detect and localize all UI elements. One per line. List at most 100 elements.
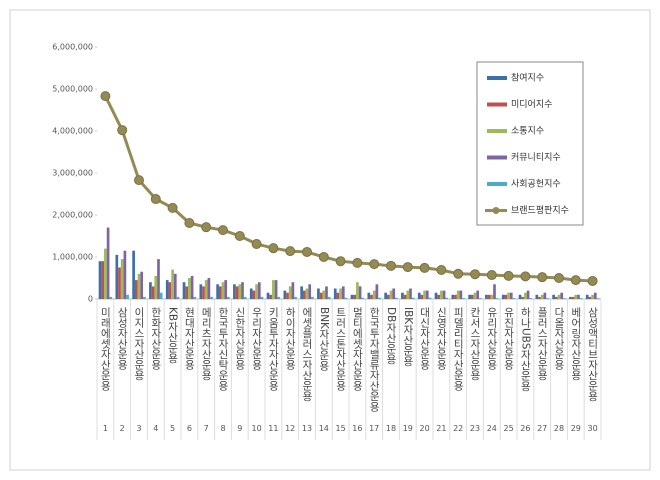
rank-label: 3 bbox=[136, 424, 142, 433]
bar bbox=[190, 275, 194, 299]
bar bbox=[529, 298, 533, 299]
rank-label: 16 bbox=[352, 424, 363, 433]
bar bbox=[216, 284, 219, 299]
x-tick-label: 현대자산운용 bbox=[183, 307, 196, 370]
bar bbox=[300, 286, 303, 299]
y-tick-label: 5,000,000 bbox=[52, 85, 93, 94]
line-marker bbox=[150, 194, 161, 205]
bar bbox=[420, 294, 424, 299]
legend-swatch bbox=[487, 102, 507, 107]
rank-label: 29 bbox=[570, 424, 581, 433]
legend-label: 미디어지수 bbox=[511, 99, 552, 110]
line-marker bbox=[218, 225, 228, 236]
bar bbox=[126, 294, 129, 299]
line-marker bbox=[302, 246, 312, 257]
bar bbox=[123, 250, 127, 299]
rank-label: 20 bbox=[419, 424, 430, 433]
bar bbox=[560, 292, 564, 299]
bar bbox=[384, 292, 387, 299]
legend-label: 참여지수 bbox=[511, 72, 544, 84]
line-marker bbox=[117, 125, 128, 136]
rank-label: 2 bbox=[119, 424, 125, 433]
bar bbox=[473, 292, 477, 299]
line-marker bbox=[285, 246, 296, 257]
bar bbox=[319, 292, 323, 299]
bar bbox=[437, 294, 441, 299]
bar bbox=[188, 278, 191, 299]
bar bbox=[423, 290, 426, 299]
rank-label: 8 bbox=[220, 424, 226, 433]
bar bbox=[409, 288, 412, 299]
legend-swatch bbox=[487, 155, 507, 160]
rank-label: 22 bbox=[453, 424, 464, 433]
bar bbox=[235, 286, 239, 299]
bar bbox=[479, 298, 482, 299]
bar bbox=[149, 282, 152, 299]
bar bbox=[199, 284, 203, 299]
rank-label: 23 bbox=[469, 424, 481, 433]
bar bbox=[588, 296, 592, 299]
bar bbox=[596, 298, 600, 299]
bar bbox=[518, 294, 522, 299]
bar bbox=[305, 288, 309, 299]
bar bbox=[434, 292, 438, 299]
bar bbox=[487, 294, 491, 299]
bar bbox=[249, 288, 253, 299]
x-tick-label: 하나UBS자산운용 bbox=[519, 307, 532, 392]
rank-label: 12 bbox=[285, 424, 296, 433]
bar bbox=[333, 288, 337, 299]
line-marker bbox=[503, 270, 514, 281]
x-tick-label: 키움투자자산운용 bbox=[267, 307, 280, 391]
bar bbox=[546, 298, 549, 299]
x-tick-label: 베어링자산운용 bbox=[569, 307, 582, 381]
bar bbox=[451, 294, 455, 299]
bar bbox=[109, 296, 113, 299]
bar bbox=[389, 290, 393, 299]
bar bbox=[507, 292, 510, 299]
bar bbox=[353, 294, 357, 299]
rank-label: 15 bbox=[335, 424, 346, 433]
line-marker bbox=[486, 270, 497, 281]
bar bbox=[579, 298, 583, 299]
bar bbox=[593, 292, 597, 299]
bar bbox=[182, 282, 186, 299]
bar bbox=[132, 250, 135, 299]
bar bbox=[336, 292, 340, 299]
bar bbox=[238, 284, 242, 299]
x-tick-label: 미래에셋자산운용 bbox=[99, 307, 112, 391]
bar bbox=[165, 280, 169, 299]
bar bbox=[151, 286, 155, 299]
y-tick-label: 1,000,000 bbox=[52, 253, 93, 262]
bar bbox=[311, 296, 314, 299]
bar bbox=[456, 290, 460, 299]
bar bbox=[288, 286, 292, 299]
x-tick-label: 트러스톤자산운용 bbox=[334, 307, 347, 391]
rank-label: 18 bbox=[385, 424, 397, 433]
bar bbox=[283, 290, 287, 299]
rank-label: 21 bbox=[436, 424, 447, 433]
bar bbox=[260, 296, 264, 299]
x-tick-label: DB자산운용 bbox=[385, 307, 397, 365]
bar bbox=[358, 286, 362, 299]
line-marker bbox=[268, 243, 279, 254]
line-marker bbox=[436, 265, 447, 276]
bar bbox=[440, 290, 443, 299]
rank-label: 13 bbox=[301, 424, 313, 433]
x-tick-label: BNK자산운용 bbox=[317, 307, 330, 371]
y-tick-label: 0 bbox=[88, 295, 93, 304]
y-tick-label: 4,000,000 bbox=[52, 127, 93, 136]
bar bbox=[495, 298, 499, 299]
x-tick-label: 한화자산운용 bbox=[149, 307, 162, 370]
x-tick-label: IBK자산운용 bbox=[401, 307, 414, 367]
line-marker bbox=[402, 262, 413, 273]
legend-label: 브랜드평판지수 bbox=[511, 205, 569, 216]
legend-swatch-marker bbox=[492, 207, 500, 214]
bar bbox=[454, 294, 457, 299]
bar bbox=[176, 296, 180, 299]
bar bbox=[411, 297, 415, 299]
bar bbox=[367, 292, 371, 299]
bar bbox=[134, 280, 138, 299]
rank-label: 1 bbox=[102, 424, 108, 433]
bar bbox=[372, 290, 376, 299]
bar bbox=[221, 282, 225, 299]
